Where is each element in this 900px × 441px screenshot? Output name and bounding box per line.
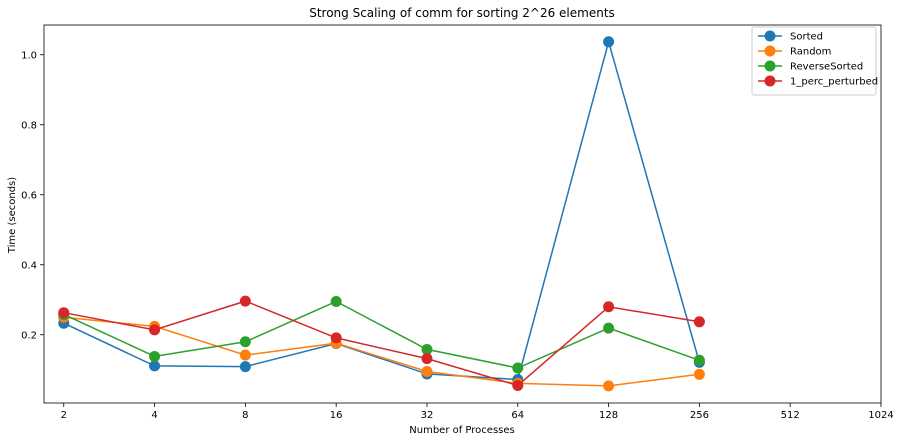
legend-marker [764,60,776,72]
data-point [603,380,615,392]
data-point [149,360,161,372]
x-tick-label: 128 [599,410,618,421]
data-point [149,324,161,336]
x-tick-label: 2 [61,410,67,421]
legend-label: Random [790,47,831,58]
data-point [603,301,615,313]
data-point [421,353,433,365]
series-line [63,300,700,369]
x-axis-label: Number of Processes [409,425,514,436]
series-line [63,316,700,387]
y-axis: 0.2 0.4 0.6 0.8 1.0 [21,50,44,341]
legend-marker [764,45,776,57]
data-point [693,354,705,366]
x-tick-label: 4 [151,410,157,421]
legend: Sorted Random ReverseSorted 1_perc_perturbe… [751,26,878,96]
legend-label: 1_perc_perturbed [790,77,878,88]
x-tick-label: 32 [421,410,434,421]
data-point [421,366,433,377]
data-point [603,322,615,334]
x-axis: 2 4 8 16 32 64 128 256 512 1024 [61,403,894,421]
legend-marker [764,75,776,87]
legend-label: ReverseSorted [790,62,863,73]
legend-marker [764,30,776,42]
data-point [603,36,615,48]
x-tick-label: 1024 [868,410,893,421]
x-tick-label: 16 [330,410,343,421]
x-tick-label: 64 [511,410,524,421]
y-tick-label: 0.6 [21,190,37,201]
series-line [63,38,701,381]
data-point [693,316,705,328]
data-point [239,361,251,373]
data-point [421,343,433,355]
data-point [693,368,705,380]
y-tick-label: 1.0 [21,50,37,61]
y-tick-label: 0.8 [21,120,37,131]
data-point [512,362,524,374]
data-point [512,380,524,391]
plot-area [43,24,882,404]
y-tick-label: 0.4 [21,260,37,271]
data-point [330,332,342,344]
data-point [58,307,70,319]
chart-title: Strong Scaling of comm for sorting 2^26 … [309,6,615,20]
data-point [239,295,251,307]
y-tick-label: 0.2 [21,330,37,341]
series-line [63,300,700,387]
x-tick-label: 512 [781,410,800,421]
legend-label: Sorted [790,32,823,43]
y-axis-label: Time (seconds) [7,177,18,254]
x-tick-label: 256 [690,410,709,421]
data-point [149,350,161,362]
data-point [330,296,342,307]
x-tick-label: 8 [242,410,248,421]
data-point [239,336,251,348]
legend-box [751,26,877,96]
data-point [239,349,251,361]
axes-frame [43,24,882,404]
